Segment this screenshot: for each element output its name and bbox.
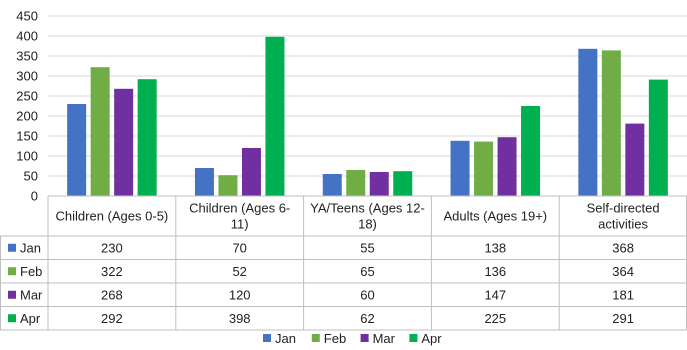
legend-swatch bbox=[409, 334, 418, 342]
y-tick-label: 350 bbox=[16, 49, 38, 64]
legend-label: Mar bbox=[373, 331, 396, 346]
bar-feb bbox=[474, 141, 494, 196]
table-value: 60 bbox=[360, 287, 374, 302]
table-value: 292 bbox=[101, 311, 123, 326]
bar-mar bbox=[369, 172, 389, 196]
bar-jan bbox=[67, 104, 87, 196]
category-label: Children (Ages 6- bbox=[189, 201, 290, 216]
series-label: Apr bbox=[20, 311, 41, 326]
table-value: 138 bbox=[484, 240, 506, 255]
table-value: 120 bbox=[229, 287, 251, 302]
table-value: 364 bbox=[612, 264, 634, 279]
y-tick-label: 250 bbox=[16, 89, 38, 104]
bar-jan bbox=[578, 48, 598, 196]
bar-apr bbox=[521, 106, 541, 196]
data-table: Children (Ages 0-5) Children (Ages 6-11) Y… bbox=[0, 195, 687, 331]
bar-mar bbox=[114, 88, 134, 196]
category-label: Adults (Ages 19+) bbox=[443, 209, 547, 224]
bar-apr bbox=[265, 36, 285, 196]
table-value: 52 bbox=[232, 264, 246, 279]
legend-label: Feb bbox=[324, 331, 346, 346]
table-value: 70 bbox=[232, 240, 246, 255]
bar-feb bbox=[218, 175, 238, 196]
category-label: YA/Teens (Ages 12- bbox=[310, 201, 425, 216]
bars bbox=[67, 36, 668, 197]
bar-apr bbox=[137, 79, 157, 196]
legend-label: Apr bbox=[421, 331, 442, 346]
table-value: 268 bbox=[101, 287, 123, 302]
bar-jan bbox=[194, 168, 214, 196]
y-tick-label: 0 bbox=[31, 189, 38, 204]
category-label: 11) bbox=[231, 217, 249, 232]
series-key-swatch bbox=[8, 267, 16, 276]
table-value: 291 bbox=[612, 311, 634, 326]
bar-apr bbox=[393, 171, 413, 196]
table-value: 225 bbox=[484, 311, 506, 326]
bar-feb bbox=[601, 50, 621, 197]
bar-jan bbox=[450, 140, 470, 196]
table-value: 230 bbox=[101, 240, 123, 255]
bar-feb bbox=[90, 67, 110, 196]
category-label: activities bbox=[598, 217, 648, 232]
y-tick-label: 150 bbox=[16, 129, 38, 144]
legend-swatch bbox=[360, 334, 369, 342]
table-value: 398 bbox=[229, 311, 251, 326]
y-tick-label: 200 bbox=[16, 109, 38, 124]
bar-mar bbox=[241, 148, 261, 196]
y-axis-ticks: 0 50 100 150 200 250 300 350 400 450 bbox=[16, 9, 38, 204]
table-value: 62 bbox=[360, 311, 374, 326]
category-label: Self-directed bbox=[587, 201, 660, 216]
category-label: Children (Ages 0-5) bbox=[56, 209, 169, 224]
y-tick-label: 50 bbox=[24, 169, 38, 184]
bar-apr bbox=[648, 79, 668, 196]
series-label: Jan bbox=[20, 240, 41, 255]
table-value: 65 bbox=[360, 264, 374, 279]
table-value: 147 bbox=[484, 287, 506, 302]
legend-label: Jan bbox=[275, 331, 296, 346]
table-value: 368 bbox=[612, 240, 634, 255]
series-key-swatch bbox=[8, 243, 16, 252]
series-key-swatch bbox=[8, 314, 16, 323]
y-tick-label: 450 bbox=[16, 9, 38, 24]
series-label: Feb bbox=[20, 264, 42, 279]
table-value: 181 bbox=[612, 287, 634, 302]
bar-mar bbox=[497, 137, 517, 196]
table-value: 322 bbox=[101, 264, 123, 279]
legend-swatch bbox=[311, 334, 320, 342]
y-tick-label: 400 bbox=[16, 29, 38, 44]
legend: Jan Feb Mar Apr bbox=[263, 331, 442, 346]
series-key-swatch bbox=[8, 290, 16, 299]
y-tick-label: 300 bbox=[16, 69, 38, 84]
bar-feb bbox=[346, 170, 366, 196]
table-value: 55 bbox=[360, 240, 374, 255]
category-label: 18) bbox=[358, 217, 377, 232]
legend-swatch bbox=[263, 334, 271, 342]
bar-jan bbox=[322, 174, 342, 196]
series-label: Mar bbox=[20, 287, 43, 302]
y-tick-label: 100 bbox=[16, 149, 38, 164]
table-value: 136 bbox=[484, 264, 506, 279]
bar-mar bbox=[625, 123, 645, 196]
